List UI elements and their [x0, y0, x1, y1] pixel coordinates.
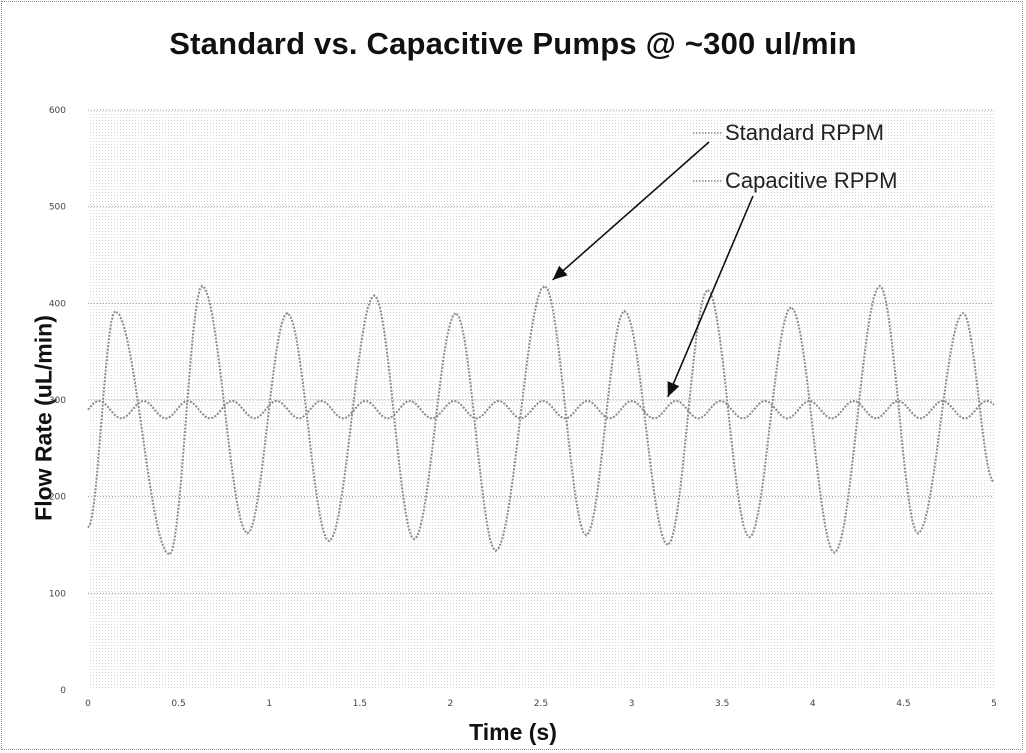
- chart-title: Standard vs. Capacitive Pumps @ ~300 ul/…: [169, 26, 857, 61]
- gridlines: [88, 109, 994, 594]
- legend-label-1: Capacitive RPPM: [725, 168, 897, 193]
- y-tick-600: 600: [49, 106, 66, 116]
- y-tick-100: 100: [49, 589, 66, 599]
- x-tick-4: 4: [810, 699, 816, 709]
- series-lines: [87, 284, 995, 557]
- x-tick-labels: 0 0.5 1 1.5 2 2.5 3 3.5 4 4.5 5: [85, 699, 997, 709]
- x-tick-3.5: 3.5: [715, 699, 729, 709]
- series-capacitive-rppm: [87, 399, 995, 420]
- x-tick-5: 5: [991, 699, 997, 709]
- x-tick-4.5: 4.5: [896, 699, 910, 709]
- y-tick-500: 500: [49, 203, 66, 213]
- annotation-arrow-0: [552, 141, 710, 281]
- x-tick-3: 3: [629, 699, 635, 709]
- y-tick-300: 300: [49, 396, 66, 406]
- series-standard-rppm: [87, 284, 995, 557]
- x-axis-title: Time (s): [469, 719, 557, 745]
- x-tick-2: 2: [448, 699, 454, 709]
- legend-label-0: Standard RPPM: [725, 120, 884, 145]
- y-tick-labels: 0 100 200 300 400 500 600: [49, 106, 66, 696]
- y-tick-0: 0: [60, 686, 66, 696]
- y-tick-400: 400: [49, 299, 66, 309]
- x-tick-1.5: 1.5: [353, 699, 367, 709]
- x-tick-2.5: 2.5: [534, 699, 548, 709]
- y-tick-200: 200: [49, 493, 66, 503]
- annotation-arrow-1: [667, 195, 754, 398]
- x-tick-0: 0: [85, 699, 91, 709]
- x-tick-0.5: 0.5: [171, 699, 185, 709]
- legend: Standard RPPM Capacitive RPPM: [552, 120, 897, 398]
- x-tick-1: 1: [266, 699, 272, 709]
